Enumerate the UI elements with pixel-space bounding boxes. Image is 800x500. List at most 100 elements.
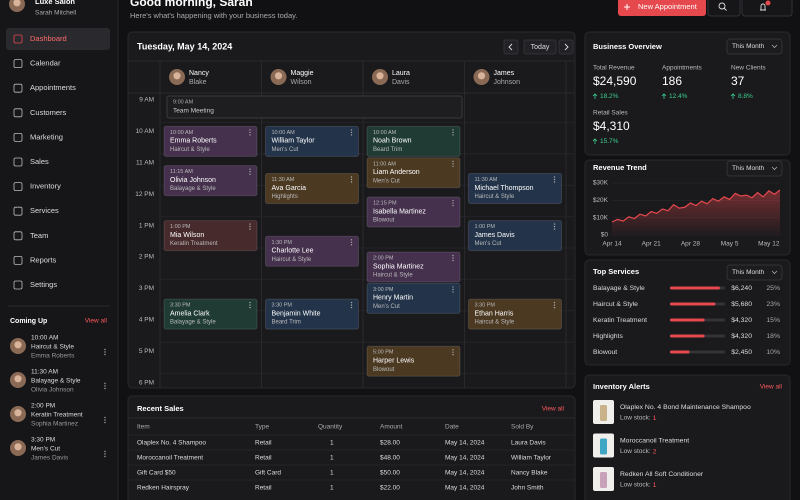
appointment-client: Noah Brown [373,138,412,145]
nav-item[interactable]: Inventory [30,182,61,191]
dropdown[interactable] [726,160,783,177]
appointment-client: Harper Lewis [373,358,415,365]
calendar-date: Tuesday, May 14, 2024 [137,41,232,51]
nav-item[interactable]: Settings [30,280,57,289]
more-icon [452,160,454,162]
notification-button[interactable] [741,0,793,17]
appointment-service: Haircut & Style [170,147,210,153]
avatar-face [274,72,283,80]
hour-label: 6 PM [139,379,154,386]
next-icon [564,43,569,51]
avatar-face [14,409,22,417]
appointment[interactable] [265,173,359,204]
appointment[interactable] [265,298,359,330]
appointment[interactable] [265,235,359,267]
nav-item[interactable]: Services [30,206,59,215]
appointment-client: Benjamin White [272,310,321,317]
appointment[interactable] [468,298,562,330]
appointment[interactable] [366,196,461,228]
cell: $22.00 [380,485,400,492]
view-all[interactable]: View all [542,406,565,413]
appointment-client: Henry Martin [373,295,413,302]
appointment[interactable] [468,173,562,204]
new-appointment-button[interactable] [618,0,706,16]
column-header: Quantity [318,424,343,431]
appointment-service: Highlights [272,194,298,200]
staff-last: Blake [189,79,207,86]
appointment[interactable] [366,282,461,314]
nav-item[interactable]: Calendar [30,59,61,68]
appointment[interactable] [163,125,258,157]
service-revenue: $2,450 [731,349,752,356]
appointment[interactable] [366,345,461,377]
more-icon [104,348,106,351]
service-name: Blowout [593,349,617,356]
cell: 1 [330,485,334,492]
today-button[interactable] [523,39,557,55]
appointment-service: Balayage & Style [170,186,216,192]
more-icon [350,131,353,134]
more-icon [452,165,454,167]
nav-icon [13,108,23,118]
service-share: 23% [766,301,780,308]
more-icon [452,286,454,288]
nav-item[interactable]: Team [30,231,48,240]
appointment-client: Sophia Martinez [373,263,424,270]
chevron [771,166,778,171]
more-icon [104,387,106,390]
upcoming-client: Sophia Martinez [31,421,78,428]
metric-change: 8.8% [738,93,753,100]
appointment[interactable] [265,125,359,157]
appointment-service: Haircut & Style [475,194,515,200]
more-icon [350,239,353,241]
appointment[interactable] [163,220,258,252]
upcoming-time: 3:30 PM [31,437,55,444]
y-tick-label: $20K [593,197,609,204]
search-icon [718,2,726,10]
section-title: Recent Sales [137,404,184,413]
hour-label: 12 PM [135,191,154,198]
dropdown[interactable] [726,264,783,281]
avatar-face [173,72,181,80]
section-title: Business Overview [593,42,662,51]
appointment-time: 11:00 AM [373,161,396,167]
appointment[interactable] [163,165,258,197]
appointment[interactable] [366,251,461,283]
appointment-client: Liam Anderson [373,169,420,176]
appointment-client: Mia Wilson [170,232,204,239]
staff-first: James [494,70,515,77]
metric-label: Total Revenue [593,65,635,72]
greeting: Good morning, Sarah [130,0,253,9]
more-icon [249,225,251,228]
next-button[interactable] [558,39,574,55]
appointment[interactable] [163,298,258,330]
view-all[interactable]: View all [760,384,783,391]
dropdown[interactable] [726,38,783,55]
nav-item[interactable]: Customers [30,108,67,117]
appointment[interactable] [366,125,461,157]
prev-icon [508,43,513,51]
appointment-time: 10:00 AM [373,130,397,136]
nav-item[interactable]: Reports [30,255,57,264]
more-icon [104,455,106,458]
section-title: Inventory Alerts [593,382,650,391]
hour-label: 3 PM [139,285,154,292]
appointment[interactable] [468,220,562,252]
appointment[interactable] [366,157,461,189]
nav-item[interactable]: Sales [30,157,49,166]
service-name: Balayage & Style [593,285,645,292]
inventory-panel [584,374,791,500]
product-name: Moroccanoil Treatment [620,437,689,444]
metric-value: 186 [662,74,682,88]
nav-item[interactable]: Appointments [30,83,76,92]
nav-item[interactable]: Marketing [30,132,63,141]
cell: Gift Card $50 [137,470,176,477]
revenue-area [612,189,780,235]
nav-item[interactable]: Dashboard [30,34,67,43]
cell: Retail [255,440,272,447]
stock-line: Low stock: 1 [620,482,657,489]
more-icon [452,354,454,356]
view-all[interactable]: View all [85,318,108,325]
prev-button[interactable] [503,39,519,55]
